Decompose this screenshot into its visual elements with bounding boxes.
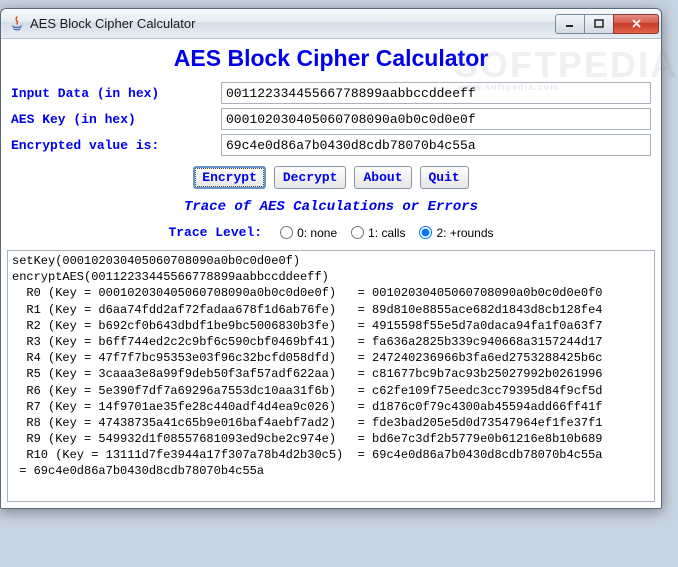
app-window: AES Block Cipher Calculator AES Block Ci… xyxy=(0,8,662,509)
trace-radio-none-input[interactable] xyxy=(280,226,293,239)
content-area: AES Block Cipher Calculator Input Data (… xyxy=(1,39,661,508)
maximize-button[interactable] xyxy=(584,14,614,34)
close-button[interactable] xyxy=(613,14,659,34)
trace-radio-rounds-input[interactable] xyxy=(419,226,432,239)
encrypted-field[interactable] xyxy=(221,134,651,156)
encrypted-label: Encrypted value is: xyxy=(11,138,221,153)
trace-heading: Trace of AES Calculations or Errors xyxy=(7,195,655,223)
minimize-button[interactable] xyxy=(555,14,585,34)
about-button[interactable]: About xyxy=(354,166,411,189)
input-data-field[interactable] xyxy=(221,82,651,104)
aes-key-field[interactable] xyxy=(221,108,651,130)
trace-level-row: Trace Level: 0: none 1: calls 2: +rounds xyxy=(7,223,655,250)
trace-level-label: Trace Level: xyxy=(168,225,262,240)
java-icon xyxy=(9,16,25,32)
decrypt-button[interactable]: Decrypt xyxy=(274,166,347,189)
encrypt-button[interactable]: Encrypt xyxy=(193,166,266,189)
titlebar: AES Block Cipher Calculator xyxy=(1,9,661,39)
trace-radio-none[interactable]: 0: none xyxy=(280,226,337,240)
trace-radio-calls[interactable]: 1: calls xyxy=(351,226,405,240)
trace-radio-calls-input[interactable] xyxy=(351,226,364,239)
input-data-label: Input Data (in hex) xyxy=(11,86,221,101)
quit-button[interactable]: Quit xyxy=(420,166,469,189)
window-title: AES Block Cipher Calculator xyxy=(30,16,556,31)
trace-radio-rounds[interactable]: 2: +rounds xyxy=(419,226,493,240)
trace-output[interactable]: setKey(000102030405060708090a0b0c0d0e0f)… xyxy=(7,250,655,502)
aes-key-label: AES Key (in hex) xyxy=(11,112,221,127)
page-title: AES Block Cipher Calculator xyxy=(7,39,655,80)
